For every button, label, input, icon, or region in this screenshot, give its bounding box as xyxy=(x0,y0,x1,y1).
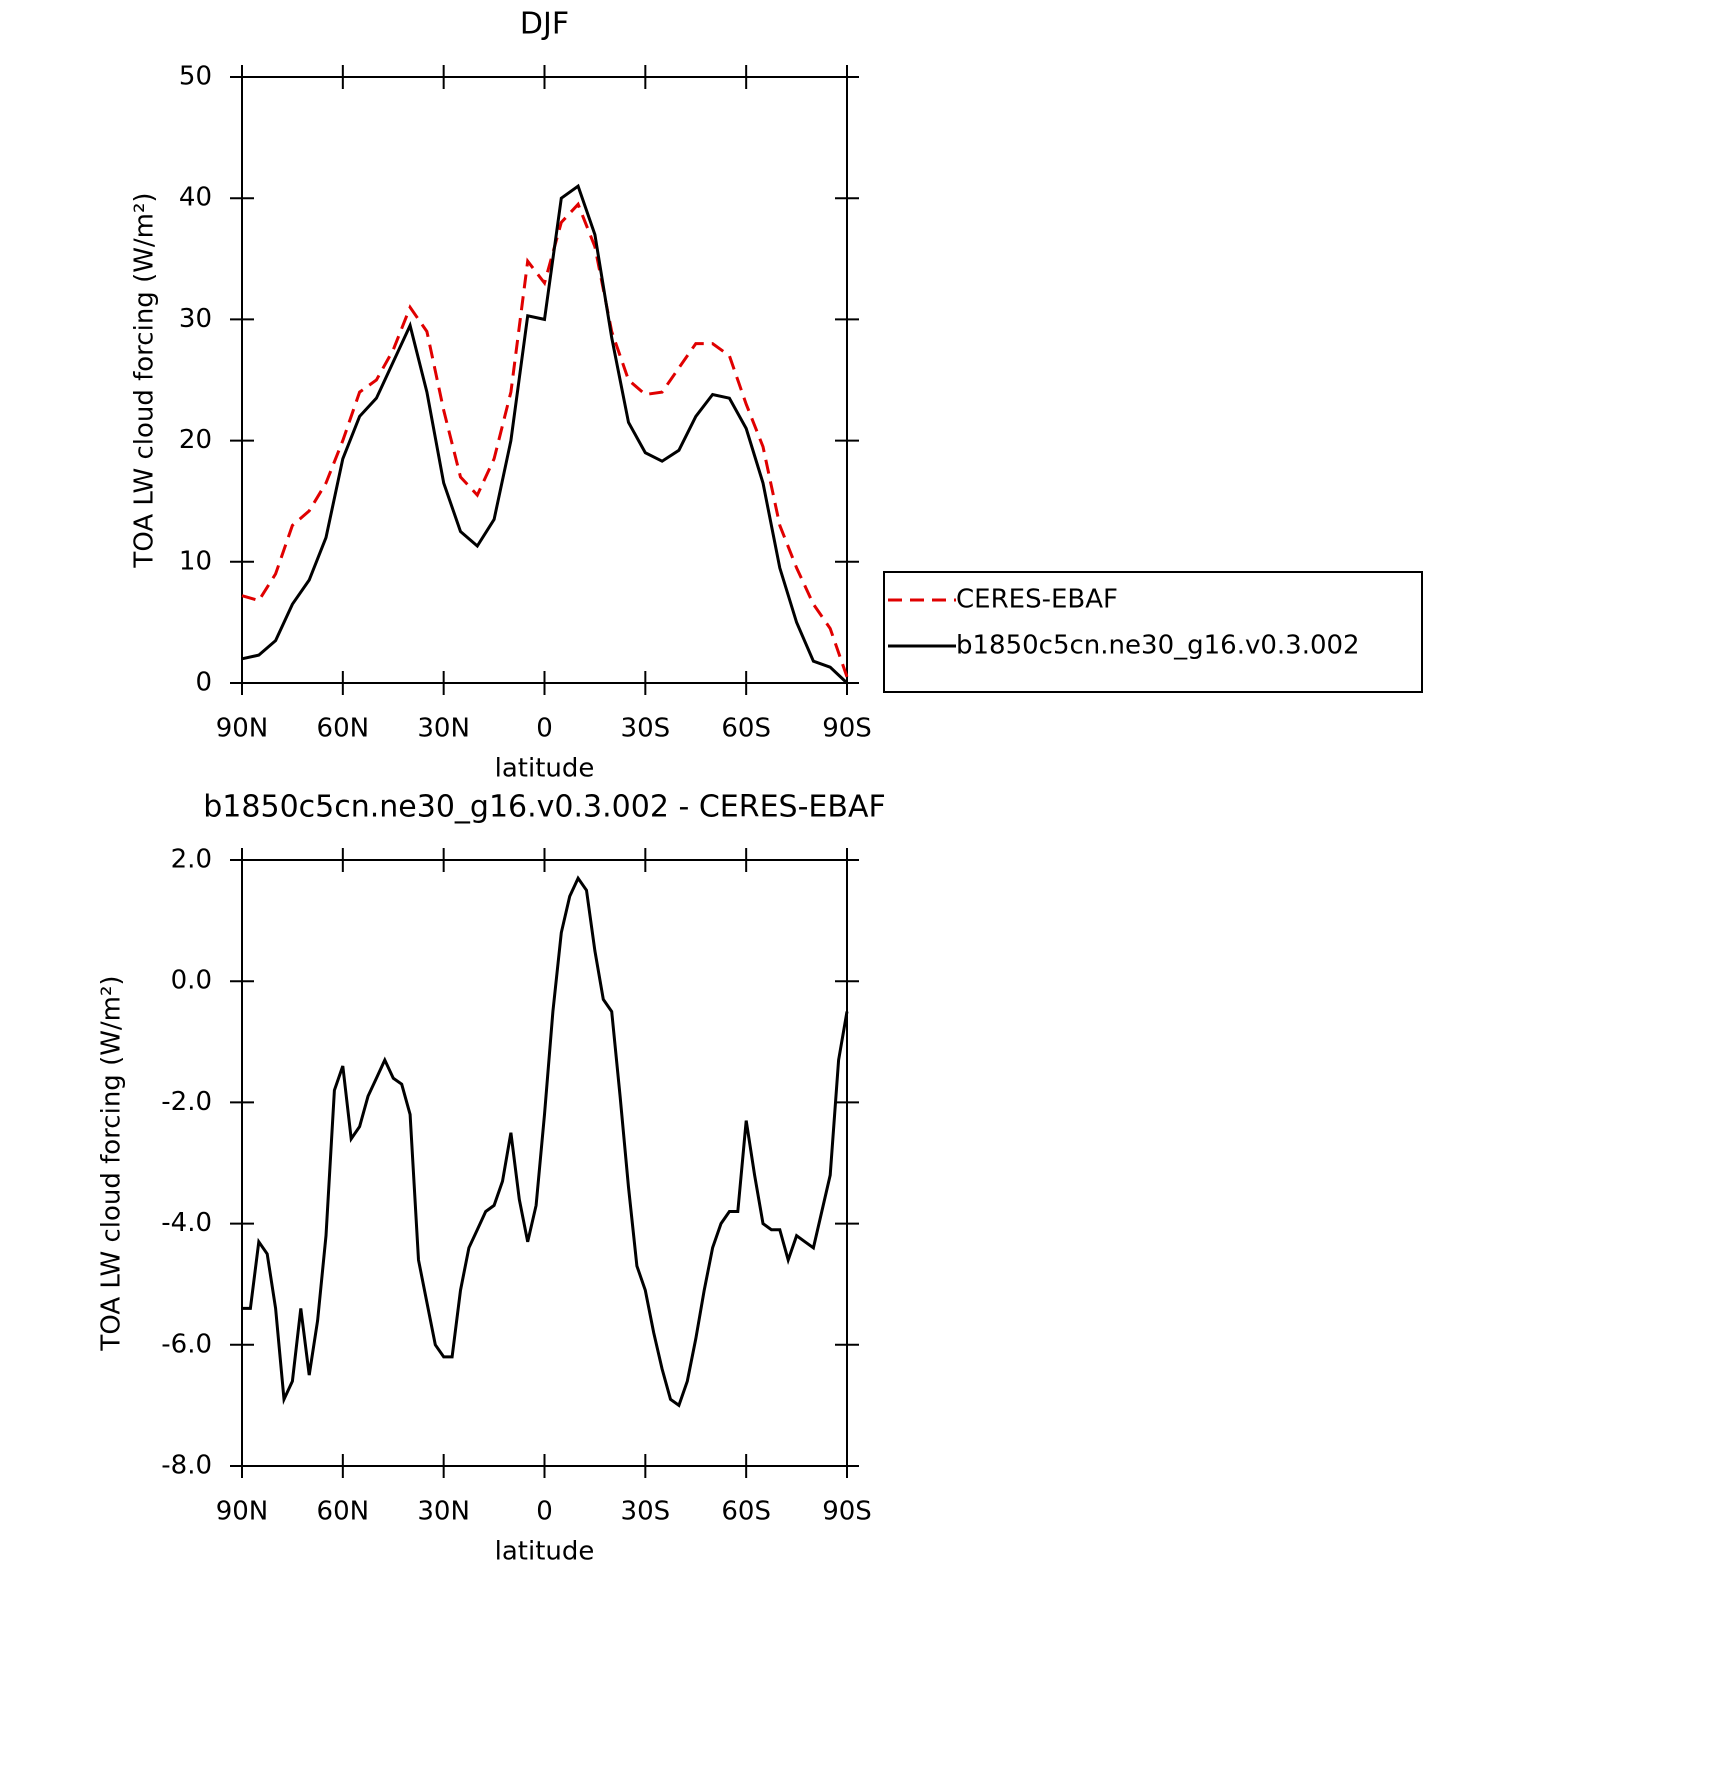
x-tick-label: 60S xyxy=(721,1497,771,1527)
plot-frame xyxy=(241,859,848,1467)
y-tick-label: -6.0 xyxy=(161,1329,212,1359)
plot-frame xyxy=(241,76,848,684)
y-tick-label: 40 xyxy=(179,183,212,213)
x-tick-label: 90S xyxy=(822,1497,872,1527)
x-tick-label: 30S xyxy=(621,1497,671,1527)
x-tick-label: 60S xyxy=(721,714,771,744)
x-tick-label: 60N xyxy=(317,1497,370,1527)
x-axis-label: latitude xyxy=(495,1537,595,1567)
chart-title: b1850c5cn.ne30_g16.v0.3.002 - CERES-EBAF xyxy=(203,790,885,825)
y-tick-label: 10 xyxy=(179,546,212,576)
y-tick-label: -8.0 xyxy=(161,1451,212,1481)
x-tick-label: 90N xyxy=(216,1497,269,1527)
data-line xyxy=(242,875,849,1408)
x-tick-label: 90N xyxy=(216,714,269,744)
y-tick-label: 30 xyxy=(179,304,212,334)
y-axis-label: TOA LW cloud forcing (W/m²) xyxy=(130,192,160,568)
legend-box xyxy=(883,571,1423,693)
chart-title: DJF xyxy=(520,7,569,42)
x-tick-label: 30S xyxy=(621,714,671,744)
legend-label: b1850c5cn.ne30_g16.v0.3.002 xyxy=(956,631,1360,661)
y-tick-label: 0.0 xyxy=(171,966,212,996)
y-tick-label: 2.0 xyxy=(171,845,212,875)
y-axis-label: TOA LW cloud forcing (W/m²) xyxy=(97,975,127,1351)
x-tick-label: 0 xyxy=(536,1497,553,1527)
y-tick-label: -2.0 xyxy=(161,1087,212,1117)
y-tick-label: 50 xyxy=(179,62,212,92)
y-tick-label: 0 xyxy=(195,668,212,698)
y-tick-label: 20 xyxy=(179,425,212,455)
x-axis-label: latitude xyxy=(495,754,595,784)
x-tick-label: 0 xyxy=(536,714,553,744)
x-tick-label: 90S xyxy=(822,714,872,744)
data-line xyxy=(241,183,849,685)
x-tick-label: 30N xyxy=(417,1497,470,1527)
data-line xyxy=(241,201,849,678)
x-tick-label: 60N xyxy=(317,714,370,744)
x-tick-label: 30N xyxy=(417,714,470,744)
y-tick-label: -4.0 xyxy=(161,1208,212,1238)
legend-label: CERES-EBAF xyxy=(956,585,1118,615)
